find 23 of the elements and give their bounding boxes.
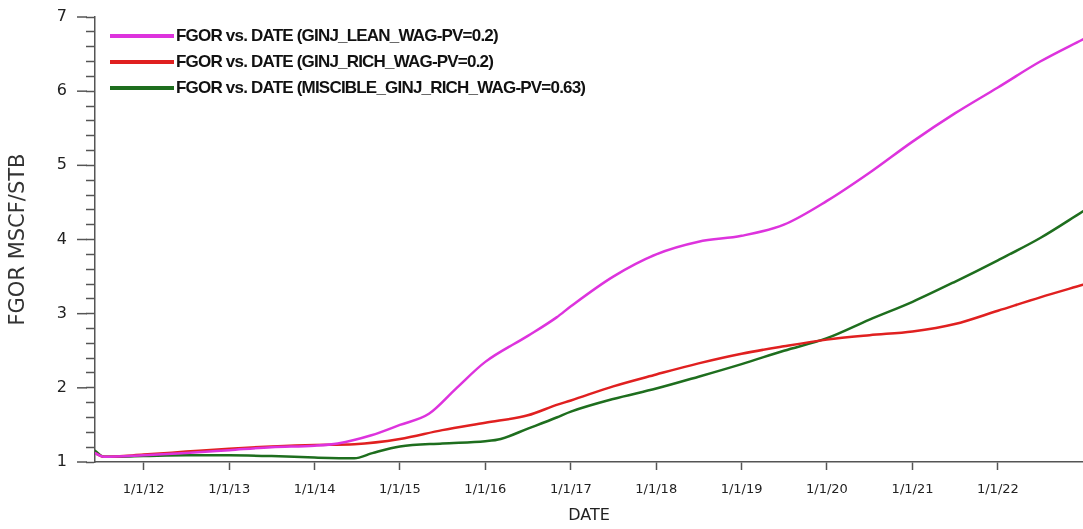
y-tick-label: 5 (56, 154, 67, 174)
y-tick-label: 2 (56, 376, 67, 396)
x-tick-label: 1/1/15 (379, 481, 421, 497)
y-tick-label: 6 (56, 80, 67, 100)
x-tick-label: 1/1/18 (635, 481, 678, 497)
x-tick-label: 1/1/16 (464, 481, 507, 497)
x-tick-label: 1/1/17 (549, 481, 592, 497)
x-tick-label: 1/1/20 (806, 481, 848, 497)
x-tick-label: 1/1/14 (293, 481, 336, 497)
legend-label: FGOR vs. DATE (GINJ_RICH_WAG-PV=0.2) (176, 52, 494, 72)
y-tick-label: 1 (56, 451, 67, 471)
x-tick-label: 1/1/19 (720, 481, 763, 497)
x-tick-label: 1/1/13 (208, 481, 251, 497)
x-tick-label: 1/1/22 (976, 481, 1019, 497)
legend-label: FGOR vs. DATE (GINJ_LEAN_WAG-PV=0.2) (176, 26, 498, 46)
y-tick-label: 4 (56, 228, 67, 248)
x-tick-label: 1/1/12 (122, 481, 165, 497)
y-tick-label: 7 (56, 6, 67, 26)
legend-label: FGOR vs. DATE (MISCIBLE_GINJ_RICH_WAG-PV=0.63) (176, 78, 586, 98)
x-tick-label: 1/1/21 (891, 481, 934, 497)
y-tick-label: 3 (56, 302, 67, 322)
x-axis-title: DATE (568, 504, 610, 524)
y-axis-title: FGOR MSCF/STB (5, 153, 30, 326)
